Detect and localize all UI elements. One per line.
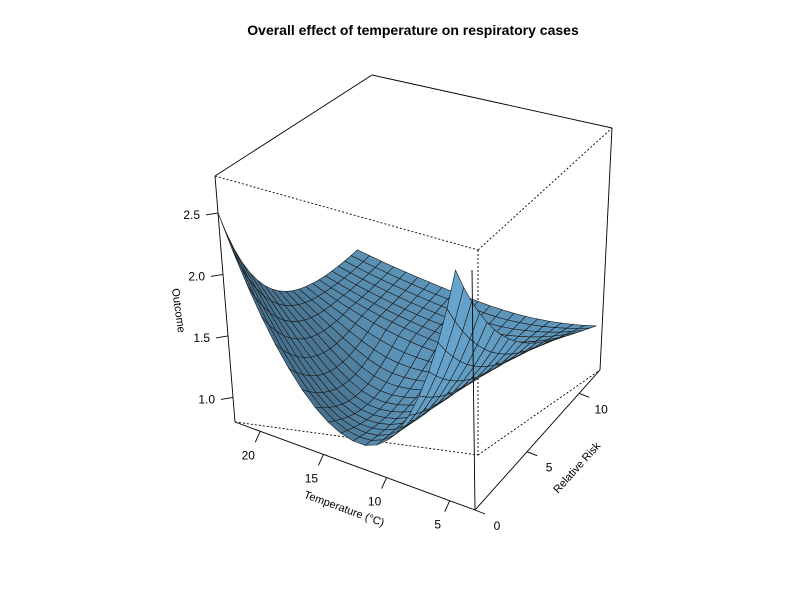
box-front-edge <box>234 421 476 511</box>
y-axis-label: Relative Risk <box>551 440 603 496</box>
y-tick <box>474 509 486 515</box>
box-back-edge <box>477 127 613 251</box>
box-front-edge <box>214 74 373 177</box>
z-axis-label: Outcome <box>169 288 187 334</box>
x-tick <box>381 477 387 489</box>
x-tick <box>254 431 261 443</box>
chart-title: Overall effect of temperature on respira… <box>247 22 579 38</box>
z-tick <box>220 396 234 400</box>
y-tick <box>578 392 590 398</box>
box-front-edges <box>214 74 613 511</box>
box-front-edge <box>474 369 601 511</box>
x-tick-label: 10 <box>368 495 382 509</box>
x-tick <box>444 500 451 512</box>
x-tick-label: 5 <box>434 518 441 532</box>
x-tick-label: 15 <box>305 471 319 485</box>
box-front-edge <box>471 269 476 511</box>
box-back-edge <box>214 175 479 251</box>
box-back-edge <box>477 369 601 456</box>
box-front-edge <box>599 127 613 371</box>
y-tick-label: 5 <box>546 461 553 475</box>
z-tick-label: 1.5 <box>193 331 210 345</box>
y-tick <box>526 451 538 457</box>
box-front-edge <box>214 175 236 423</box>
y-tick-label: 0 <box>494 519 501 533</box>
z-tick <box>205 212 219 216</box>
surface-mesh <box>217 212 597 446</box>
surface-facet <box>234 249 257 289</box>
y-tick-label: 10 <box>594 402 608 416</box>
z-tick <box>215 335 229 339</box>
surface-facet <box>217 212 242 267</box>
box-front-edge <box>371 74 613 129</box>
z-tick <box>210 273 224 277</box>
x-tick-label: 20 <box>242 448 256 462</box>
box-back-edge <box>234 421 479 456</box>
surface-facet <box>226 233 249 280</box>
z-tick-label: 2.0 <box>188 269 205 283</box>
z-tick-label: 1.0 <box>198 392 215 406</box>
box-back-edges <box>214 127 613 456</box>
x-tick <box>318 454 324 466</box>
z-tick-label: 2.5 <box>183 208 200 222</box>
